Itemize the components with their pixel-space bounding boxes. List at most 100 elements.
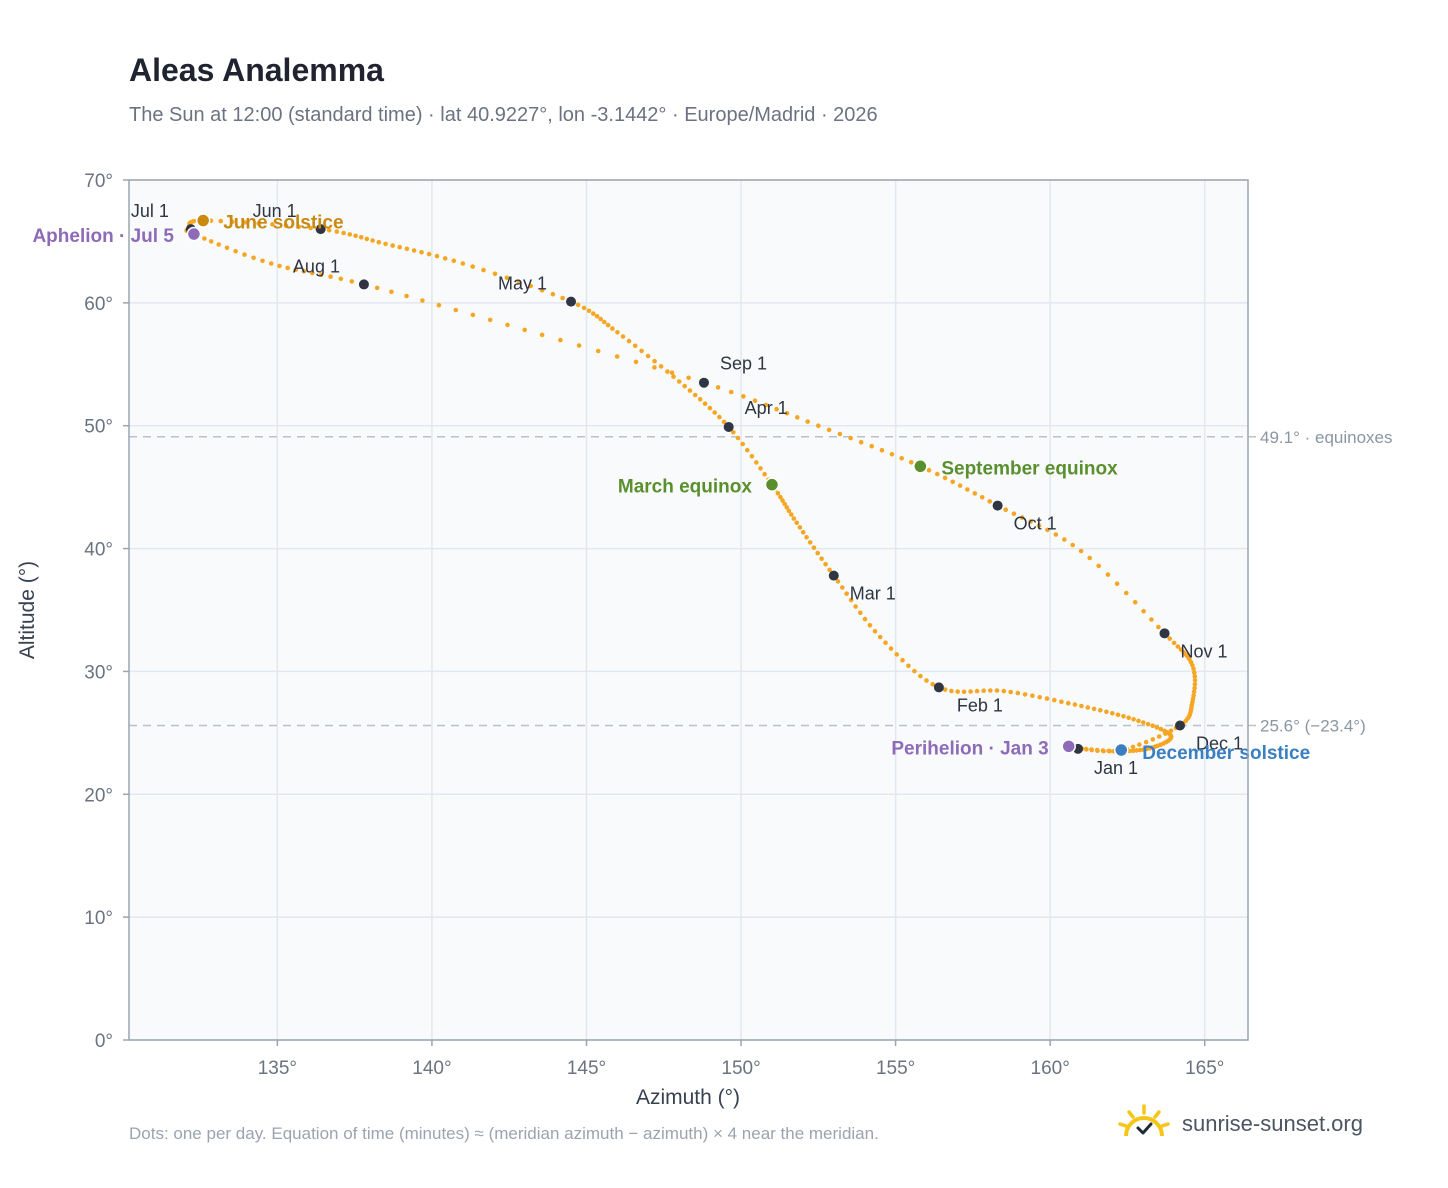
- month-marker-label: Oct 1: [1014, 514, 1057, 534]
- daily-sun-dot: [420, 298, 425, 303]
- daily-sun-dot: [749, 454, 755, 459]
- daily-sun-dot: [1132, 600, 1138, 605]
- daily-sun-dot: [1141, 608, 1146, 614]
- daily-sun-dot: [1121, 714, 1126, 719]
- event-marker: [1061, 739, 1076, 754]
- daily-sun-dot: [918, 673, 923, 679]
- daily-sun-dot: [208, 239, 214, 244]
- daily-sun-dot: [942, 475, 948, 481]
- daily-sun-dot: [1192, 678, 1198, 683]
- daily-sun-dot: [912, 668, 917, 674]
- daily-sun-dot: [800, 530, 806, 535]
- y-tick-label: 50°: [84, 417, 113, 438]
- date-markers: Jan 1 Feb 1 Mar 1 Apr 1 May 1 Jun 1 Jul 1 Aug 1…: [131, 201, 1243, 778]
- daily-sun-dot: [1104, 709, 1109, 715]
- daily-sun-dot: [481, 267, 486, 273]
- daily-sun-dot: [575, 302, 581, 308]
- brand-logo[interactable]: sunrise-sunset.org: [1118, 1100, 1363, 1148]
- daily-sun-dot: [692, 392, 698, 398]
- event-label: March equinox: [618, 477, 753, 498]
- daily-sun-dot: [370, 238, 375, 243]
- daily-sun-dot: [505, 322, 510, 328]
- daily-sun-dot: [268, 261, 274, 266]
- daily-sun-dot: [740, 441, 745, 447]
- daily-sun-dot: [883, 640, 888, 645]
- daily-sun-dot: [974, 688, 980, 694]
- daily-sun-dot: [1095, 748, 1100, 753]
- daily-sun-dot: [811, 545, 817, 550]
- event-marker: [186, 226, 202, 242]
- daily-sun-dot: [326, 228, 332, 233]
- daily-sun-dot: [620, 334, 626, 339]
- daily-sun-dot: [1115, 712, 1121, 718]
- daily-sun-dot: [981, 688, 986, 693]
- daily-sun-dot: [789, 512, 794, 517]
- daily-sun-dot: [816, 423, 821, 429]
- daily-sun-dot: [605, 322, 611, 328]
- daily-sun-dot: [899, 456, 904, 461]
- daily-sun-dot: [731, 430, 736, 435]
- daily-sun-dot: [1019, 515, 1025, 520]
- plot-border: [128, 179, 1249, 1041]
- daily-sun-dot: [1008, 689, 1013, 695]
- daily-sun-dot: [318, 272, 324, 278]
- daily-sun-dot: [310, 270, 315, 276]
- daily-sun-dot: [242, 252, 247, 257]
- daily-sun-dot: [1066, 700, 1071, 706]
- daily-sun-dot: [296, 224, 302, 230]
- daily-sun-dot: [1191, 666, 1196, 672]
- month-marker-label: Jul 1: [131, 201, 169, 221]
- reference-line-label: 49.1° · equinoxes: [1260, 428, 1393, 447]
- daily-sun-dot: [908, 460, 914, 465]
- daily-sun-dot: [1078, 548, 1084, 554]
- daily-sun-dot: [957, 483, 963, 488]
- daily-sun-dot: [1192, 670, 1197, 675]
- reference-lines: 49.1° · equinoxes 25.6° (−23.4°): [129, 428, 1393, 735]
- daily-sun-dot: [784, 505, 790, 510]
- daily-sun-dot: [815, 550, 820, 556]
- daily-sun-dot: [1045, 527, 1050, 533]
- y-tick-label: 0°: [95, 1031, 113, 1052]
- daily-sun-dot: [950, 479, 955, 485]
- daily-sun-dot: [1072, 702, 1078, 707]
- daily-sun-dot: [1003, 507, 1008, 512]
- daily-sun-dot: [1175, 644, 1181, 649]
- axis-ticks: 135° 140° 145° 150° 155° 160° 165° 0° 10° 20° 30° 4…: [84, 171, 1224, 1079]
- y-tick-label: 60°: [84, 294, 113, 315]
- daily-sun-dot: [591, 311, 596, 316]
- daily-sun-dot: [602, 319, 607, 325]
- month-marker: [315, 224, 326, 235]
- daily-sun-dot: [1101, 748, 1106, 754]
- daily-sun-dot: [774, 406, 779, 412]
- daily-sun-dot: [682, 383, 687, 389]
- daily-sun-dot: [1143, 739, 1149, 745]
- analemma-curve: [184, 218, 1198, 754]
- daily-sun-dot: [1096, 563, 1101, 569]
- daily-sun-dot: [202, 236, 207, 241]
- daily-sun-dot: [942, 687, 948, 692]
- daily-sun-dot: [827, 567, 832, 573]
- daily-sun-dot: [1134, 748, 1139, 753]
- daily-sun-dot: [1163, 731, 1168, 736]
- daily-sun-dot: [626, 338, 632, 344]
- event-label: Aphelion · Jul 5: [32, 226, 174, 247]
- daily-sun-dot: [639, 348, 644, 354]
- x-tick-label: 145°: [567, 1058, 606, 1079]
- daily-sun-dot: [285, 265, 291, 271]
- daily-sun-dot: [784, 411, 790, 416]
- daily-sun-dot: [889, 452, 895, 457]
- daily-sun-dot: [645, 353, 651, 359]
- daily-sun-dot: [794, 520, 799, 526]
- month-marker-label: Apr 1: [745, 398, 788, 418]
- daily-sun-dot: [1105, 572, 1111, 577]
- daily-sun-dot: [397, 244, 403, 250]
- daily-sun-dot: [687, 388, 693, 393]
- daily-sun-dot: [1001, 688, 1007, 694]
- daily-sun-dot: [745, 447, 750, 453]
- daily-sun-dot: [594, 314, 600, 319]
- daily-sun-dot: [1098, 708, 1103, 713]
- daily-sun-dot: [230, 219, 235, 224]
- daily-sun-dot: [632, 343, 638, 349]
- daily-sun-dot: [658, 364, 664, 369]
- daily-sun-dot: [1141, 720, 1146, 725]
